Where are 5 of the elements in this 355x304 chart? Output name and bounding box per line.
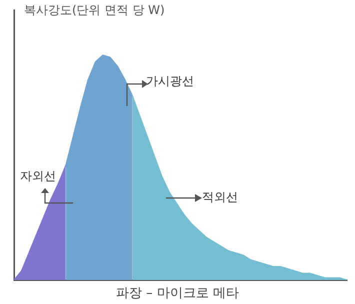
x-axis-title: 파장 – 마이크로 메타 [115, 285, 240, 302]
y-axis-title: 복사강도(단위 면적 당 W) [24, 2, 165, 19]
annotation: 가시광선 [146, 73, 194, 90]
annotation: 자외선 [20, 168, 56, 185]
annotation: 적외선 [202, 189, 238, 206]
